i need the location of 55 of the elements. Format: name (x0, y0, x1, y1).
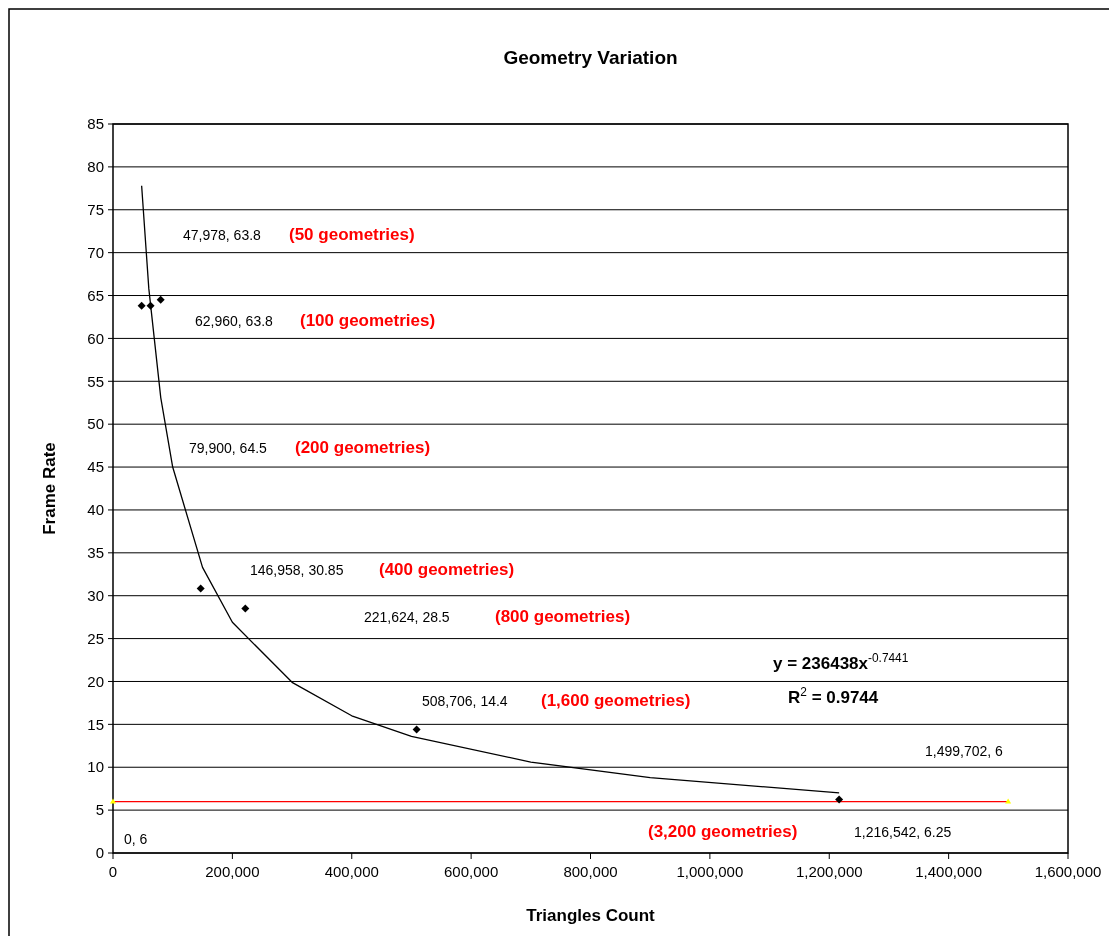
annotation: 508,706, 14.4 (422, 693, 508, 709)
annotation: (400 geometries) (379, 560, 515, 579)
point (835, 795, 844, 804)
y-tick-label: 70 (87, 243, 104, 261)
annotation: 146,958, 30.85 (250, 562, 344, 578)
y-tick-label: 0 (95, 844, 104, 862)
x-tick-label: 1,400,000 (915, 863, 982, 880)
annotation: (3,200 geometries) (648, 822, 798, 841)
x-tick-label: 1,000,000 (676, 863, 744, 880)
y-tick-label: 10 (87, 758, 104, 776)
y-tick-label: 85 (87, 115, 104, 133)
point (196, 584, 205, 593)
y-tick-label: 65 (87, 286, 104, 304)
annotation: (1,600 geometries) (541, 691, 691, 710)
x-axis-title: Triangles Count (526, 906, 656, 925)
y-tick-label: 5 (95, 801, 104, 819)
x-tick-label: 400,000 (324, 863, 379, 880)
y-tick-label: 55 (87, 372, 104, 390)
annotation: 62,960, 63.8 (195, 313, 274, 329)
annotation: (800 geometries) (495, 607, 631, 626)
y-tick-label: 15 (87, 715, 104, 733)
annotation: 47,978, 63.8 (183, 227, 262, 243)
x-tick-label: 1,200,000 (795, 863, 863, 880)
y-tick-label: 40 (87, 501, 104, 519)
annotation: 1,216,542, 6.25 (854, 824, 952, 840)
annotation: 1,499,702, 6 (925, 743, 1004, 759)
y-tick-label: 60 (87, 329, 104, 347)
y-tick-label: 20 (87, 672, 104, 690)
y-tick-label: 35 (87, 544, 104, 562)
y-tick-label: 75 (87, 201, 104, 219)
point (146, 301, 155, 310)
point (137, 301, 146, 310)
y-tick-label: 80 (87, 158, 104, 176)
y-tick-label: 30 (87, 586, 104, 604)
chart-title: Geometry Variation (503, 47, 678, 68)
y-tick-label: 45 (87, 458, 104, 476)
x-tick-label: 1,600,000 (1034, 863, 1102, 880)
annotation: R$^{2}$ = 0.9744 (788, 685, 879, 707)
point (412, 725, 421, 734)
x-tick-label: 800,000 (563, 863, 618, 880)
annotation: 221,624, 28.5 (364, 609, 450, 625)
annotation: y = 236438x$^{-0.7441}$ (773, 651, 909, 673)
annotation: 79,900, 64.5 (189, 440, 268, 456)
point (241, 604, 250, 613)
x-tick-label: 0 (108, 863, 118, 880)
x-tick-label: 600,000 (444, 863, 499, 880)
y-tick-label: 25 (87, 629, 104, 647)
annotation: 0, 6 (124, 831, 148, 847)
annotation: (50 geometries) (289, 225, 415, 244)
annotation: (100 geometries) (300, 311, 436, 330)
x-tick-label: 200,000 (205, 863, 260, 880)
annotation: (200 geometries) (295, 438, 431, 457)
y-axis-title: Frame Rate (40, 442, 59, 535)
point (156, 295, 165, 304)
y-tick-label: 50 (87, 415, 104, 433)
